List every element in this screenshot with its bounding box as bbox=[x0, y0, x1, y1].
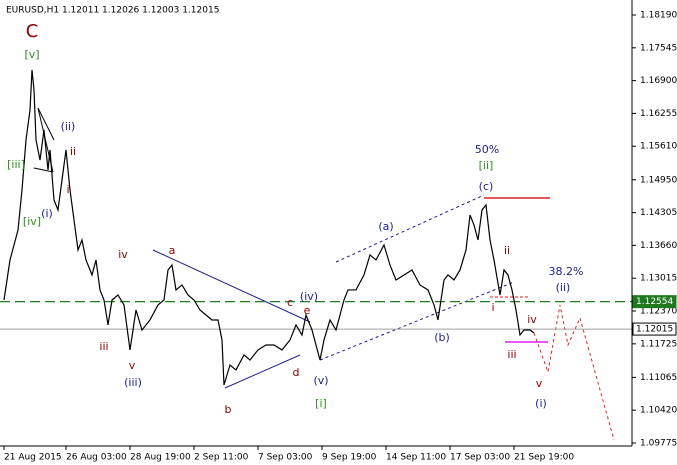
y-tick-label: 1.14950 bbox=[640, 175, 677, 185]
y-tick-label: 1.10420 bbox=[640, 406, 677, 416]
wave-label: (v) bbox=[313, 374, 328, 387]
wave-label: iv bbox=[527, 313, 537, 326]
wave-label: c bbox=[287, 296, 293, 309]
price-label: 1.12554 bbox=[636, 297, 673, 307]
y-tick-label: 1.09775 bbox=[640, 438, 677, 448]
wave-label: (iii) bbox=[124, 376, 142, 389]
trend-line bbox=[37, 107, 55, 141]
wave-label: [ii] bbox=[479, 159, 494, 172]
wave-label: (ii) bbox=[556, 281, 571, 294]
wave-label: (i) bbox=[535, 397, 547, 410]
x-tick-label: 21 Sep 19:00 bbox=[514, 453, 574, 463]
wave-label: iii bbox=[507, 348, 516, 361]
y-tick-label: 1.16900 bbox=[640, 76, 677, 86]
wave-label: C bbox=[26, 21, 39, 42]
price-label: 1.12015 bbox=[636, 325, 673, 335]
wave-label: v bbox=[129, 359, 136, 372]
x-tick-label: 7 Sep 03:00 bbox=[258, 453, 313, 463]
y-tick-label: 1.13660 bbox=[640, 241, 677, 251]
wave-label: i bbox=[491, 301, 494, 314]
x-tick-label: 17 Sep 03:00 bbox=[450, 453, 510, 463]
wave-label: v bbox=[536, 377, 543, 390]
wave-label: iii bbox=[99, 340, 108, 353]
price-label-box bbox=[632, 322, 677, 336]
wave-label: ii bbox=[504, 244, 510, 257]
y-tick-label: 1.14305 bbox=[640, 208, 677, 218]
wave-label: ii bbox=[70, 145, 76, 158]
y-tick-label: 1.15610 bbox=[640, 142, 677, 152]
x-tick-label: 9 Sep 19:00 bbox=[322, 453, 377, 463]
wave-label: 38.2% bbox=[549, 265, 584, 278]
wave-label: e bbox=[304, 304, 311, 317]
chart-title: EURUSD,H1 1.12011 1.12026 1.12003 1.1201… bbox=[6, 6, 219, 16]
wave-label: a bbox=[169, 244, 176, 257]
x-tick-label: 26 Aug 03:00 bbox=[66, 453, 127, 463]
y-tick-label: 1.17545 bbox=[640, 43, 677, 53]
trend-line bbox=[33, 167, 54, 173]
trend-line bbox=[152, 249, 311, 323]
trend-line bbox=[224, 354, 301, 389]
wave-label: d bbox=[293, 366, 300, 379]
y-tick-label: 1.16255 bbox=[640, 109, 677, 119]
x-tick-label: 14 Sep 11:00 bbox=[386, 453, 446, 463]
y-tick-label: 1.18190 bbox=[640, 11, 677, 21]
plot bbox=[0, 69, 632, 386]
x-tick-label: 28 Aug 19:00 bbox=[130, 453, 191, 463]
wave-label: (c) bbox=[479, 180, 494, 193]
y-tick-label: 1.12370 bbox=[640, 307, 677, 317]
wave-label: i bbox=[66, 183, 69, 196]
wave-label: (iv) bbox=[300, 290, 318, 303]
price-label-box bbox=[632, 295, 677, 309]
x-tick-label: 21 Aug 2015 bbox=[4, 453, 62, 463]
wave-label: (i) bbox=[41, 207, 53, 220]
y-tick-label: 1.11725 bbox=[640, 339, 677, 349]
wave-label: [iii] bbox=[7, 158, 25, 171]
trend-lines bbox=[33, 107, 615, 441]
x-tick-label: 2 Sep 11:00 bbox=[194, 453, 249, 463]
wave-label: b bbox=[225, 403, 232, 416]
wave-label: (b) bbox=[434, 331, 450, 344]
y-tick-label: 1.13015 bbox=[640, 274, 677, 284]
wave-label: 50% bbox=[475, 143, 499, 156]
y-tick-label: 1.11065 bbox=[640, 373, 677, 383]
wave-label: [i] bbox=[315, 397, 327, 410]
wave-label: (ii) bbox=[61, 120, 76, 133]
wave-label: iv bbox=[118, 248, 128, 261]
wave-label: [v] bbox=[24, 48, 39, 61]
price-line bbox=[3, 69, 535, 386]
forecast-path bbox=[533, 304, 615, 441]
channel-line bbox=[319, 281, 515, 361]
wave-label: (a) bbox=[378, 220, 393, 233]
wave-label: [iv] bbox=[23, 215, 41, 228]
